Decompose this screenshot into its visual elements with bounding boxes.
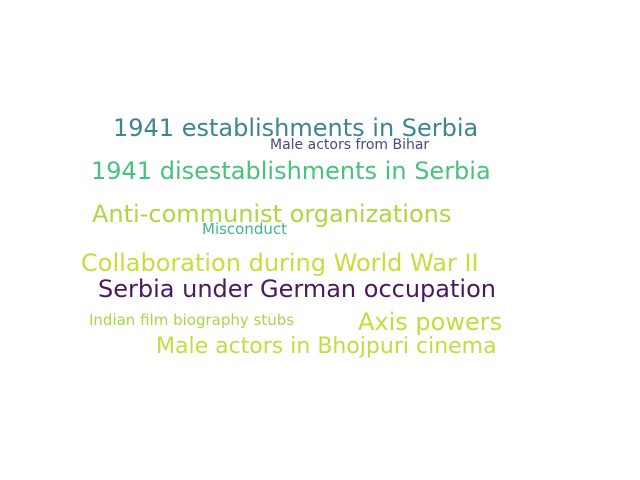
word-anti-communist-organizations: Anti-communist organizations	[92, 200, 452, 228]
word-1941-disestablishments-in-serbia: 1941 disestablishments in Serbia	[91, 157, 491, 185]
word-collaboration-during-world-war-ii: Collaboration during World War II	[81, 249, 479, 277]
word-misconduct: Misconduct	[202, 220, 288, 238]
word-axis-powers: Axis powers	[358, 308, 503, 336]
word-serbia-under-german-occupation: Serbia under German occupation	[98, 275, 496, 303]
word-male-actors-in-bhojpuri-cinema: Male actors in Bhojpuri cinema	[156, 334, 497, 359]
word-1941-establishments-in-serbia: 1941 establishments in Serbia	[113, 114, 479, 142]
word-indian-film-biography-stubs: Indian film biography stubs	[89, 311, 295, 329]
word-male-actors-from-bihar: Male actors from Bihar	[270, 137, 430, 153]
